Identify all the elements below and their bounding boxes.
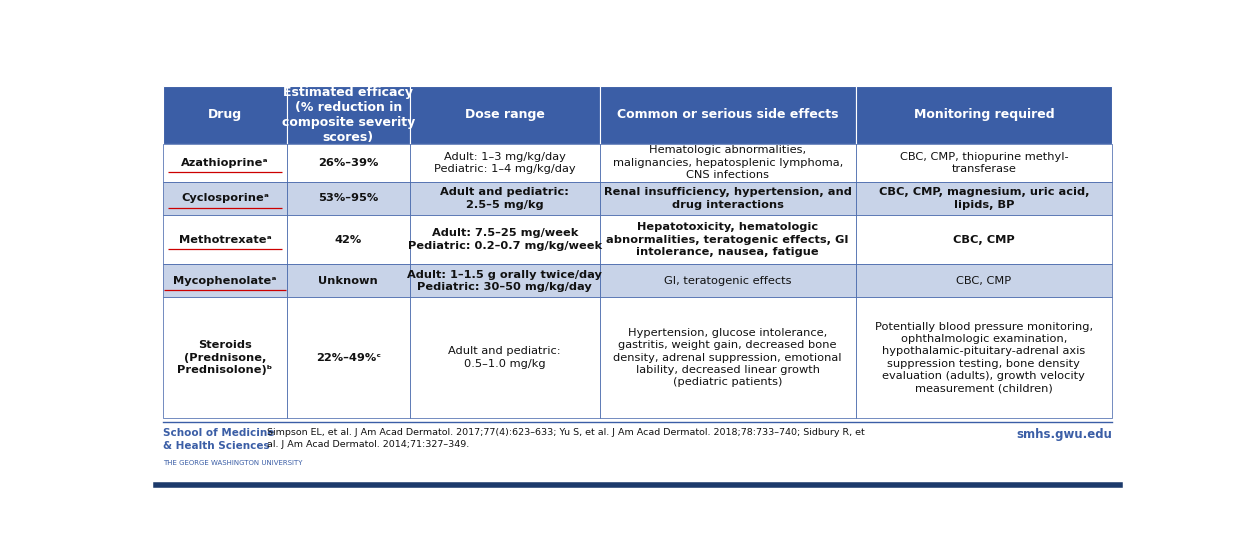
Text: Azathioprineᵃ: Azathioprineᵃ xyxy=(182,158,269,168)
Text: 53%–95%: 53%–95% xyxy=(318,194,378,204)
Bar xyxy=(163,298,286,418)
Text: Dose range: Dose range xyxy=(465,108,545,121)
Bar xyxy=(856,264,1112,298)
Text: Renal insufficiency, hypertension, and
drug interactions: Renal insufficiency, hypertension, and d… xyxy=(603,187,852,210)
Bar xyxy=(409,298,600,418)
Bar xyxy=(856,144,1112,182)
Bar xyxy=(163,215,286,264)
Text: THE GEORGE WASHINGTON UNIVERSITY: THE GEORGE WASHINGTON UNIVERSITY xyxy=(163,460,302,466)
Bar xyxy=(286,298,409,418)
Bar xyxy=(163,264,286,298)
Bar xyxy=(286,144,409,182)
Bar xyxy=(409,144,600,182)
Bar xyxy=(600,182,856,215)
Bar xyxy=(600,215,856,264)
Bar xyxy=(163,86,286,144)
Text: Monitoring required: Monitoring required xyxy=(913,108,1054,121)
Text: smhs.gwu.edu: smhs.gwu.edu xyxy=(1016,429,1112,441)
Text: Hepatotoxicity, hematologic
abnormalities, teratogenic effects, GI
intolerance, : Hepatotoxicity, hematologic abnormalitie… xyxy=(606,222,848,257)
Bar xyxy=(600,86,856,144)
Text: Hematologic abnormalities,
malignancies, hepatosplenic lymphoma,
CNS infections: Hematologic abnormalities, malignancies,… xyxy=(612,145,842,180)
Text: 42%: 42% xyxy=(335,234,362,244)
Bar xyxy=(409,215,600,264)
Text: Cyclosporineᵃ: Cyclosporineᵃ xyxy=(180,194,269,204)
Text: Methotrexateᵃ: Methotrexateᵃ xyxy=(178,234,271,244)
Text: CBC, CMP, thiopurine methyl-
transferase: CBC, CMP, thiopurine methyl- transferase xyxy=(899,152,1069,174)
Text: School of Medicine
& Health Sciences: School of Medicine & Health Sciences xyxy=(163,429,275,451)
Bar xyxy=(286,215,409,264)
Text: CBC, CMP: CBC, CMP xyxy=(957,276,1011,286)
Text: Mycophenolateᵃ: Mycophenolateᵃ xyxy=(173,276,276,286)
Bar xyxy=(600,144,856,182)
Text: Simpson EL, et al. J Am Acad Dermatol. 2017;77(4):623–633; Yu S, et al. J Am Aca: Simpson EL, et al. J Am Acad Dermatol. 2… xyxy=(267,429,865,449)
Bar xyxy=(856,182,1112,215)
Text: Adult and pediatric:
0.5–1.0 mg/kg: Adult and pediatric: 0.5–1.0 mg/kg xyxy=(448,346,561,369)
Text: Adult: 7.5–25 mg/week
Pediatric: 0.2–0.7 mg/kg/week: Adult: 7.5–25 mg/week Pediatric: 0.2–0.7… xyxy=(408,228,602,251)
Bar xyxy=(286,182,409,215)
Text: Potentially blood pressure monitoring,
ophthalmologic examination,
hypothalamic-: Potentially blood pressure monitoring, o… xyxy=(875,321,1093,394)
Text: CBC, CMP: CBC, CMP xyxy=(953,234,1015,244)
Bar xyxy=(856,298,1112,418)
Bar xyxy=(600,298,856,418)
Bar xyxy=(286,86,409,144)
Bar xyxy=(163,182,286,215)
Text: Estimated efficacy
(% reduction in
composite severity
scores): Estimated efficacy (% reduction in compo… xyxy=(281,86,414,144)
Text: Adult: 1–3 mg/kg/day
Pediatric: 1–4 mg/kg/day: Adult: 1–3 mg/kg/day Pediatric: 1–4 mg/k… xyxy=(434,152,576,174)
Text: Adult and pediatric:
2.5–5 mg/kg: Adult and pediatric: 2.5–5 mg/kg xyxy=(440,187,570,210)
Bar xyxy=(409,86,600,144)
Text: Unknown: Unknown xyxy=(318,276,378,286)
Text: Hypertension, glucose intolerance,
gastritis, weight gain, decreased bone
densit: Hypertension, glucose intolerance, gastr… xyxy=(613,328,842,387)
Bar xyxy=(163,144,286,182)
Text: 22%–49%ᶜ: 22%–49%ᶜ xyxy=(316,352,381,363)
Bar xyxy=(856,215,1112,264)
Bar xyxy=(856,86,1112,144)
Bar xyxy=(600,264,856,298)
Text: GI, teratogenic effects: GI, teratogenic effects xyxy=(664,276,791,286)
Bar xyxy=(286,264,409,298)
Text: Drug: Drug xyxy=(208,108,241,121)
Text: 26%–39%: 26%–39% xyxy=(318,158,378,168)
Bar xyxy=(409,264,600,298)
Text: Steroids
(Prednisone,
Prednisolone)ᵇ: Steroids (Prednisone, Prednisolone)ᵇ xyxy=(177,340,272,375)
Bar xyxy=(409,182,600,215)
Text: Adult: 1–1.5 g orally twice/day
Pediatric: 30–50 mg/kg/day: Adult: 1–1.5 g orally twice/day Pediatri… xyxy=(407,270,602,292)
Text: CBC, CMP, magnesium, uric acid,
lipids, BP: CBC, CMP, magnesium, uric acid, lipids, … xyxy=(878,187,1088,210)
Text: Common or serious side effects: Common or serious side effects xyxy=(617,108,838,121)
